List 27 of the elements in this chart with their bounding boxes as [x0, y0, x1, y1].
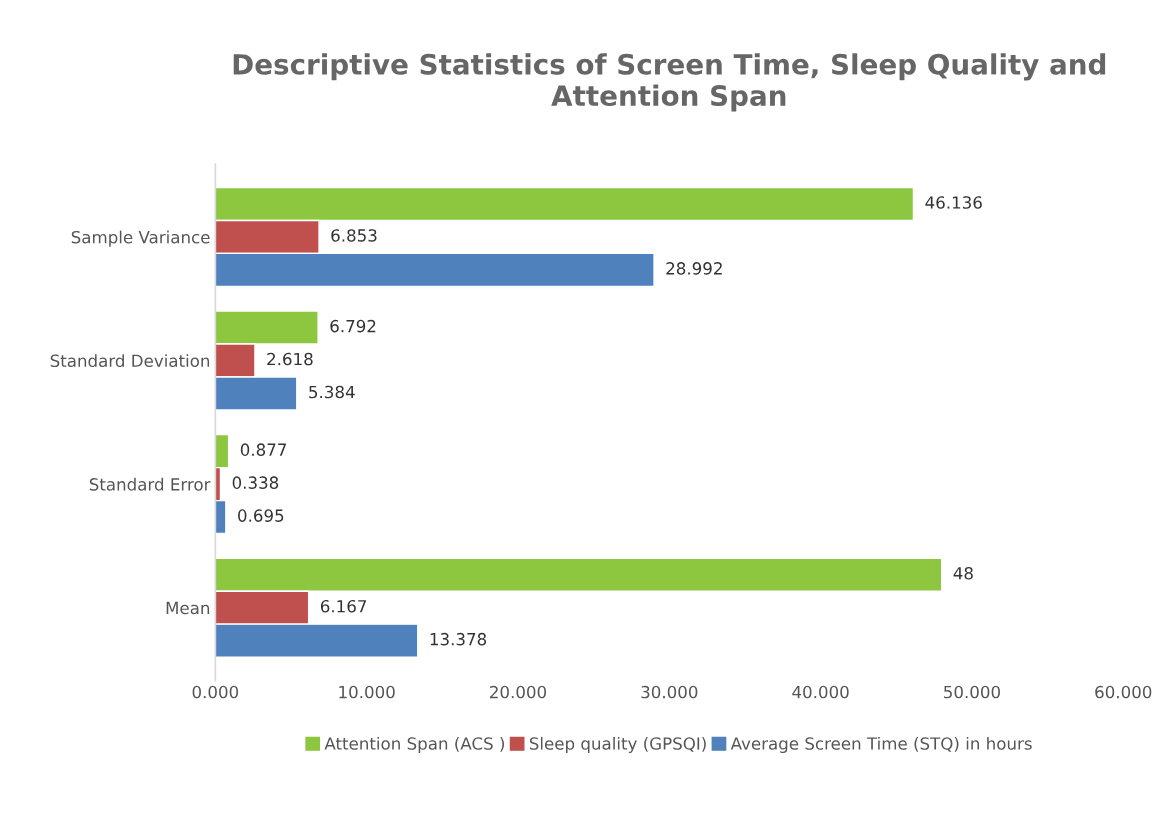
- data-label: 6.853: [331, 229, 377, 242]
- data-label: 5.384: [309, 385, 355, 399]
- data-label: 2.618: [267, 352, 313, 366]
- x-tick-label: 20.000: [490, 685, 547, 699]
- data-label: 6.792: [330, 319, 376, 333]
- chart-title: Descriptive Statistics of Screen Time, Sleep Quality and Attention Span: [233, 53, 1106, 112]
- data-label: 0.338: [232, 476, 279, 489]
- legend-label: Average Screen Time (STQ) in hours: [730, 736, 1032, 754]
- y-tick-label: Sample Variance: [71, 230, 210, 247]
- data-label: 6.167: [320, 599, 367, 613]
- y-tick-label: Standard Deviation: [50, 354, 210, 368]
- x-tick-label: 50.000: [944, 685, 1000, 699]
- x-tick-label: 0.000: [192, 685, 239, 699]
- data-label: 28.992: [666, 262, 722, 275]
- y-tick-label: Mean: [166, 601, 210, 615]
- data-label: 0.695: [238, 509, 284, 522]
- x-tick-label: 30.000: [641, 685, 698, 699]
- x-tick-label: 40.000: [792, 685, 849, 699]
- x-tick-label: 10.000: [339, 685, 395, 699]
- data-label: 13.378: [430, 632, 487, 646]
- legend-label: Sleep quality (GPSQI): [529, 736, 706, 754]
- data-label: 48: [953, 566, 973, 580]
- y-tick-label: Standard Error: [89, 477, 211, 491]
- data-label: 46.136: [925, 196, 982, 209]
- legend-label: Attention Span (ACS ): [324, 736, 505, 754]
- data-label: 0.877: [240, 443, 287, 456]
- x-tick-label: 60.000: [1095, 685, 1152, 699]
